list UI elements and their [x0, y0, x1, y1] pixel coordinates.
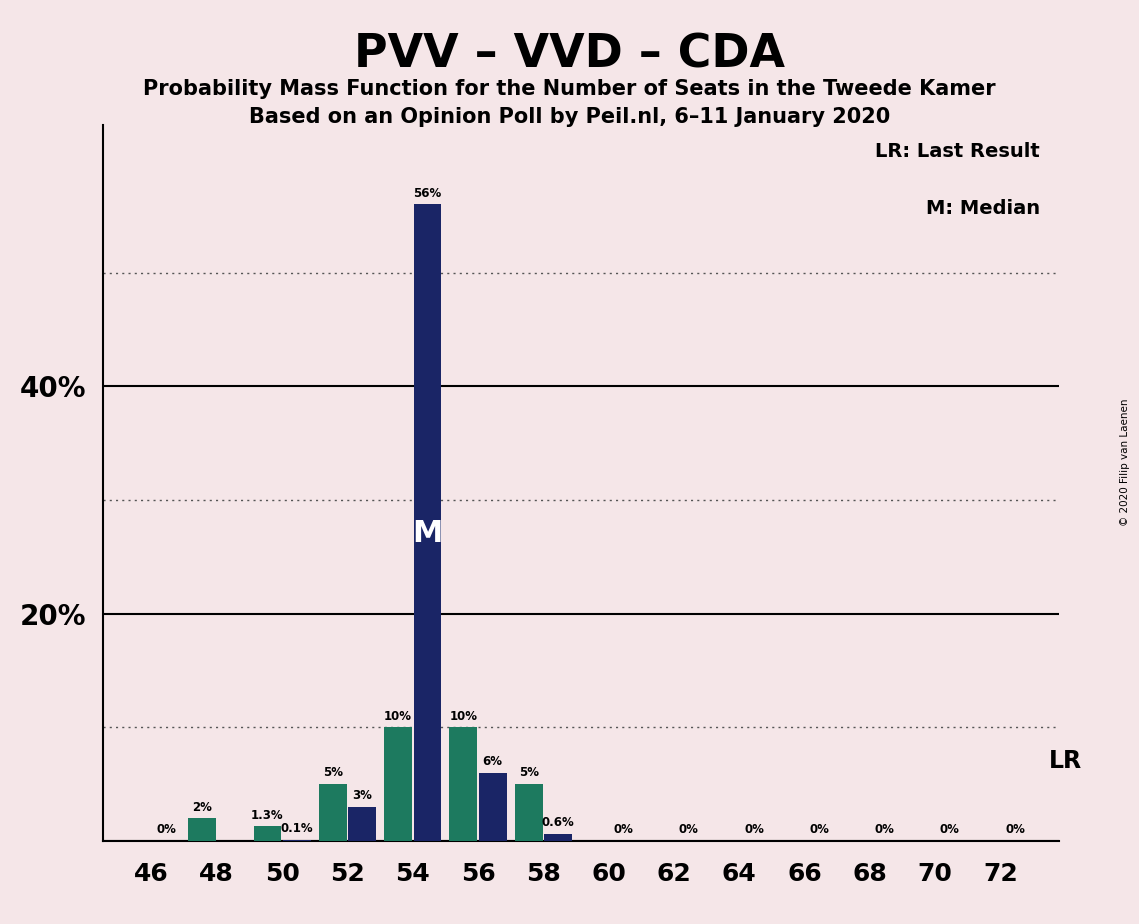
Text: 2%: 2% — [192, 800, 212, 813]
Text: 5%: 5% — [322, 767, 343, 780]
Text: 5%: 5% — [518, 767, 539, 780]
Text: 0%: 0% — [744, 823, 764, 836]
Text: Probability Mass Function for the Number of Seats in the Tweede Kamer: Probability Mass Function for the Number… — [144, 79, 995, 99]
Bar — [515, 784, 542, 841]
Bar — [478, 772, 507, 841]
Text: 56%: 56% — [413, 187, 442, 200]
Text: 0.6%: 0.6% — [542, 817, 574, 830]
Text: PVV – VVD – CDA: PVV – VVD – CDA — [354, 32, 785, 78]
Text: 0%: 0% — [156, 823, 177, 836]
Text: Based on an Opinion Poll by Peil.nl, 6–11 January 2020: Based on an Opinion Poll by Peil.nl, 6–1… — [249, 107, 890, 128]
Text: 10%: 10% — [384, 710, 412, 723]
Text: 0.1%: 0.1% — [280, 822, 313, 835]
Text: M: Median: M: Median — [926, 199, 1040, 218]
Text: 0%: 0% — [614, 823, 633, 836]
Bar — [282, 840, 311, 841]
Bar — [188, 818, 216, 841]
Text: © 2020 Filip van Laenen: © 2020 Filip van Laenen — [1121, 398, 1130, 526]
Text: LR: LR — [1049, 749, 1082, 773]
Bar — [319, 784, 346, 841]
Text: 6%: 6% — [483, 755, 502, 768]
Text: 10%: 10% — [450, 710, 477, 723]
Bar — [413, 204, 441, 841]
Text: 0%: 0% — [875, 823, 894, 836]
Bar — [450, 727, 477, 841]
Bar — [254, 826, 281, 841]
Text: 1.3%: 1.3% — [251, 808, 284, 821]
Text: 3%: 3% — [352, 789, 372, 802]
Bar — [544, 834, 572, 841]
Text: 0%: 0% — [1006, 823, 1025, 836]
Bar — [384, 727, 412, 841]
Text: 0%: 0% — [810, 823, 829, 836]
Text: M: M — [412, 519, 443, 549]
Text: LR: Last Result: LR: Last Result — [875, 141, 1040, 161]
Text: 0%: 0% — [679, 823, 698, 836]
Text: 0%: 0% — [940, 823, 960, 836]
Bar — [349, 807, 376, 841]
